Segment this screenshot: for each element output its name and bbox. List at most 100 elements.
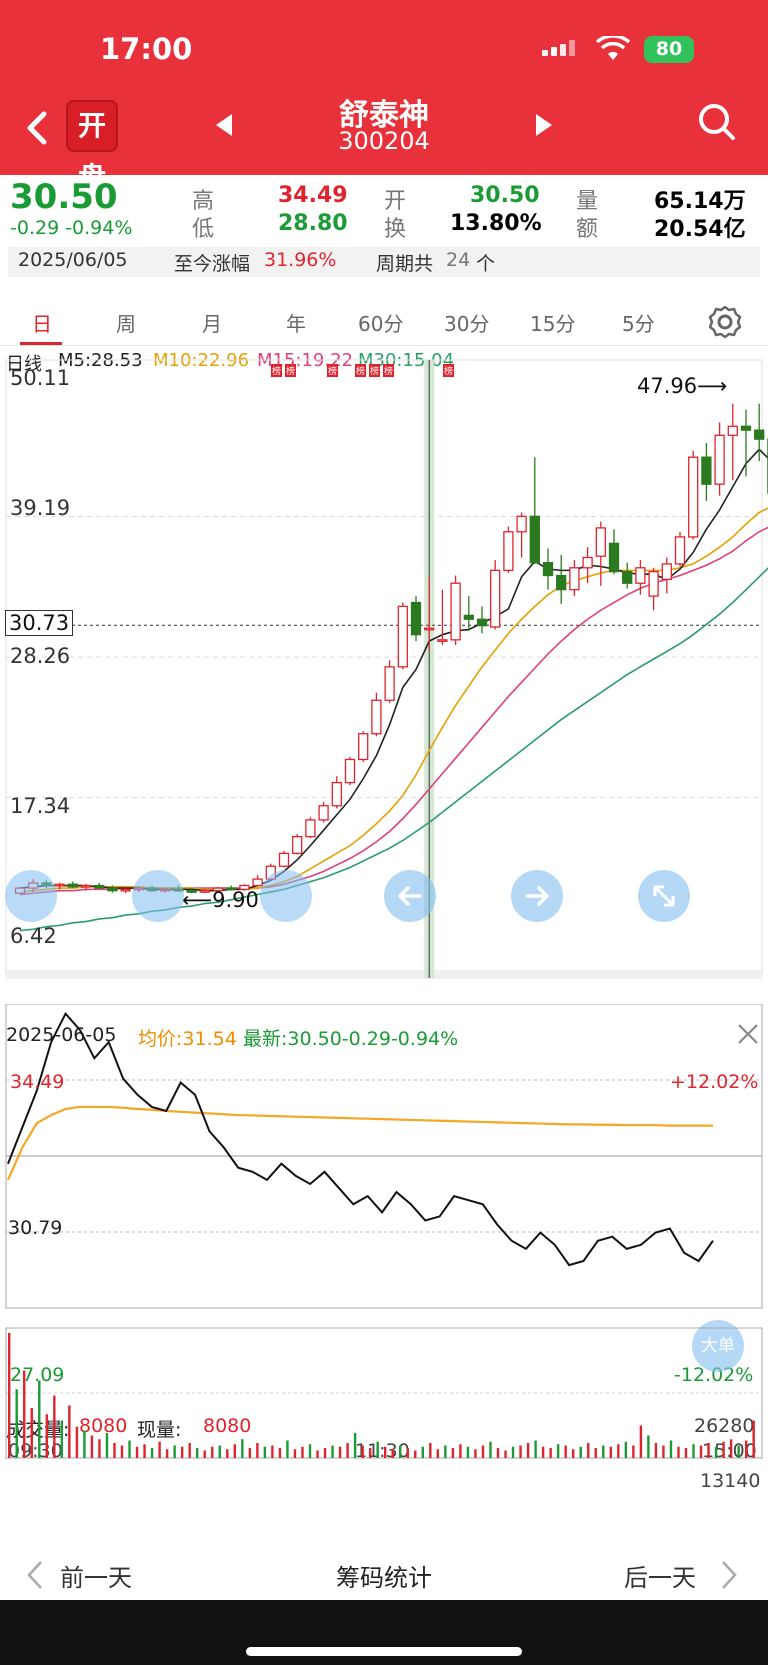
candle-body (437, 639, 448, 642)
tab-month[interactable]: 月 (202, 312, 222, 336)
gain-value: 31.96% (264, 249, 337, 271)
scroll-right-button[interactable] (511, 870, 563, 922)
bang-badge: 榜 (285, 364, 297, 377)
close-icon[interactable] (736, 1022, 760, 1050)
tab-year[interactable]: 年 (286, 312, 306, 336)
candle-body (358, 733, 369, 761)
tab-30min[interactable]: 30分 (444, 312, 490, 336)
next-day-label: 后一天 (624, 1564, 696, 1592)
status-bar: 17:00 80 (0, 0, 768, 100)
candle (648, 567, 659, 611)
tab-week[interactable]: 周 (116, 312, 136, 336)
y-tick-label: 28.26 (10, 644, 71, 668)
candle (331, 776, 342, 809)
candle-body (239, 884, 250, 891)
candle (714, 422, 725, 496)
search-overlay-button[interactable] (260, 870, 312, 922)
volume-bar (196, 1448, 199, 1458)
candle-body (635, 567, 646, 584)
volume-bar (654, 1443, 658, 1458)
chip-stats-button[interactable]: 筹码统计 (336, 1564, 432, 1592)
volume-bar (444, 1445, 447, 1458)
zoom-out-button[interactable] (5, 870, 57, 922)
candle (754, 403, 765, 462)
back-button[interactable] (20, 108, 54, 152)
candle (94, 882, 105, 890)
volume-bar (301, 1446, 304, 1458)
volume-bar (624, 1441, 628, 1458)
volume-bar (572, 1449, 575, 1458)
volume-bar (346, 1443, 349, 1458)
scroll-left-button[interactable] (384, 870, 436, 922)
bang-badge: 榜 (369, 364, 381, 377)
candle (107, 885, 118, 893)
volume-bar (466, 1446, 470, 1458)
avg-price-label: 均价:31.54 (138, 1028, 237, 1050)
volume-bar (165, 1449, 169, 1458)
prev-stock-button[interactable] (212, 112, 236, 142)
turnover-value: 13.80% (450, 211, 542, 236)
volume-bar (602, 1445, 605, 1458)
settings-gear-icon[interactable] (707, 304, 743, 344)
tab-day[interactable]: 日 (32, 312, 52, 336)
candle (674, 531, 686, 567)
arrow-right-icon (525, 886, 549, 906)
volume-bar (188, 1443, 191, 1458)
home-indicator[interactable] (246, 1647, 522, 1656)
candle (54, 882, 65, 890)
volume-bar (368, 1448, 372, 1458)
volume-bar (684, 1448, 688, 1458)
period-tabs: 日 周 月 年 60分 30分 15分 5分 (0, 298, 768, 346)
quote-panel: 30.50 -0.29 -0.94% 高 34.49 低 28.80 开 30.… (0, 175, 768, 295)
candle-body (120, 888, 131, 892)
avg-price-line (6, 1105, 713, 1181)
home-indicator-area (0, 1600, 768, 1665)
volume-bar (474, 1449, 477, 1458)
amount-label: 额 (576, 217, 599, 242)
bottom-nav: 前一天 筹码统计 后一天 (0, 1550, 768, 1600)
candle-body (186, 890, 197, 893)
candle (186, 888, 197, 894)
y-tick-label: 6.42 (10, 924, 57, 948)
intraday-pct-bottom: -12.02% (674, 1364, 754, 1386)
volume-bar (180, 1446, 184, 1458)
next-stock-button[interactable] (532, 112, 556, 142)
volume-bar (135, 1446, 139, 1458)
volume-chart[interactable] (0, 1320, 768, 1460)
volume-bar (90, 1435, 94, 1458)
candle-body (410, 601, 422, 636)
volume-bar (286, 1440, 289, 1458)
next-day-button[interactable]: 后一天 (624, 1556, 754, 1592)
volume-bar (714, 1446, 718, 1458)
tab-15min[interactable]: 15分 (530, 312, 576, 336)
volume-bar (376, 1441, 379, 1458)
big-order-button[interactable]: 大单 (692, 1320, 744, 1372)
candle (384, 660, 395, 703)
volume-bar (662, 1445, 665, 1458)
candle-body (450, 582, 461, 641)
volume-bar (233, 1444, 236, 1458)
candle-body (529, 515, 540, 564)
tab-5min[interactable]: 5分 (622, 312, 655, 336)
candle (463, 596, 474, 631)
volume-bar (647, 1435, 650, 1458)
volume-bar (511, 1446, 515, 1458)
volume-bar (158, 1441, 161, 1458)
candle-body (503, 531, 514, 572)
fullscreen-button[interactable] (638, 870, 690, 922)
zoom-in-button[interactable] (132, 870, 184, 922)
candle (476, 606, 488, 634)
volume-bar (113, 1443, 116, 1458)
latest-price-label: 最新:30.50-0.29-0.94% (243, 1028, 459, 1050)
search-icon[interactable] (697, 102, 737, 146)
kaipan-badge[interactable]: 开盘 (66, 100, 118, 194)
candle-body (54, 883, 65, 887)
volume-bar (752, 1420, 755, 1458)
tab-60min[interactable]: 60分 (358, 312, 404, 336)
current-price: 30.50 (10, 177, 118, 217)
battery-icon: 80 (644, 36, 694, 63)
volume-bar (23, 1370, 26, 1458)
volume-bar (331, 1445, 334, 1458)
candle (740, 409, 752, 477)
intraday-chart[interactable] (0, 1004, 768, 1414)
